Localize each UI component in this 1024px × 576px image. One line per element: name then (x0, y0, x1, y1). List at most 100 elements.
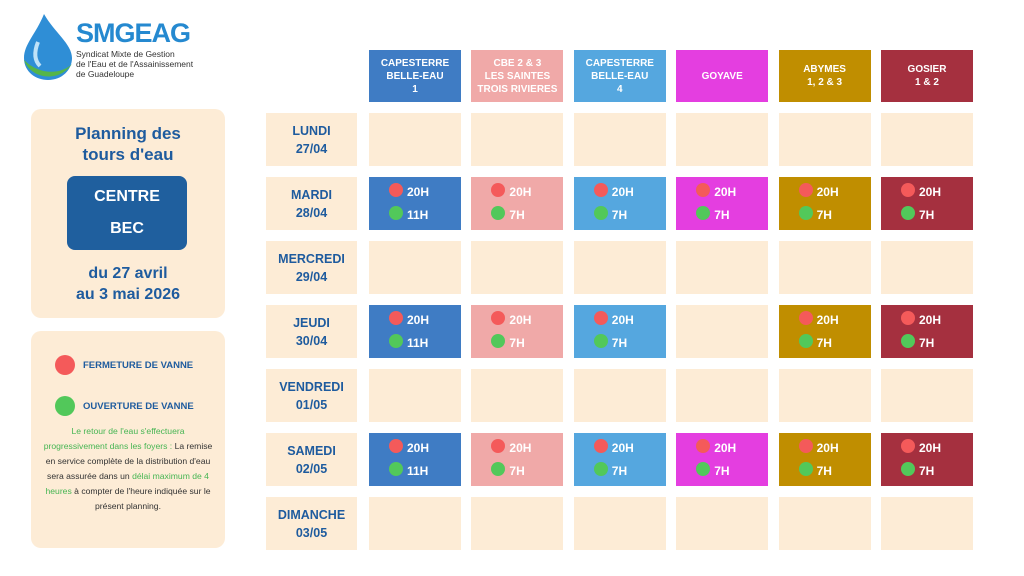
logo-drop (24, 14, 72, 80)
schedule-cell (676, 305, 769, 358)
schedule-cell (778, 497, 871, 550)
zone-badge: CENTRE BEC (67, 176, 187, 250)
day-cell: VENDREDI 01/05 (266, 369, 357, 422)
column-header: CBE 2 & 3 LES SAINTES TROIS RIVIERES (471, 50, 564, 102)
header-line: GOYAVE (701, 70, 743, 82)
open-time: 7H (509, 208, 525, 222)
close-time: 20H (509, 185, 532, 199)
info-panel: Planning des tours d'eau CENTRE BEC du 2… (31, 109, 225, 318)
close-time: 20H (714, 441, 737, 455)
open-icon (55, 396, 75, 416)
open-time: 7H (919, 336, 935, 350)
schedule-cell: 20H 7H (471, 305, 564, 358)
schedule-cell (573, 497, 666, 550)
close-icon (593, 183, 608, 197)
day-name: MERCREDI (278, 251, 345, 266)
column-header: CAPESTERRE BELLE-EAU 1 (369, 50, 461, 102)
close-time: 20H (407, 185, 430, 199)
close-icon (593, 311, 608, 325)
header-line: CBE 2 & 3 (493, 57, 542, 69)
close-time: 20H (407, 313, 430, 327)
open-icon (901, 334, 915, 348)
schedule-cell: 20H 11H (369, 305, 461, 358)
schedule-cell (676, 497, 769, 550)
header-line: ABYMES (803, 64, 846, 75)
close-icon (491, 439, 506, 453)
period-line: au 3 mai 2026 (75, 286, 181, 303)
open-icon (798, 462, 813, 476)
note-highlight: délai maximum de 4 heures (45, 471, 209, 496)
schedule-cell (881, 113, 973, 166)
close-icon (696, 439, 711, 453)
schedule-cell (369, 241, 461, 294)
day-date: 28/04 (295, 205, 328, 220)
open-icon (491, 206, 506, 220)
schedule-cell (676, 369, 769, 422)
open-icon (491, 462, 506, 476)
legend-panel: FERMETURE DE VANNE OUVERTURE DE VANNE Le… (31, 331, 225, 548)
note-body: La remise en service complète de la dist… (45, 441, 213, 481)
open-icon (696, 462, 711, 476)
legend-open: OUVERTURE DE VANNE (83, 401, 194, 412)
close-icon (389, 311, 403, 325)
close-time: 20H (816, 313, 839, 327)
open-icon (593, 334, 608, 348)
header-line: 1, 2 & 3 (807, 77, 843, 88)
close-time: 20H (407, 441, 430, 455)
logo-line: Syndicat Mixte de Gestion (76, 49, 175, 59)
schedule-cell (881, 241, 973, 294)
column-header: CAPESTERRE BELLE-EAU 4 (573, 50, 666, 102)
day-cell: MERCREDI 29/04 (266, 241, 357, 294)
schedule-cell (369, 497, 461, 550)
open-icon (389, 334, 403, 348)
header-line: 1 & 2 (915, 77, 939, 88)
open-time: 11H (407, 336, 429, 350)
logo-name: SMGEAG (76, 18, 191, 48)
day-date: 27/04 (295, 141, 328, 156)
schedule-cell (881, 369, 973, 422)
day-name: VENDREDI (279, 379, 344, 394)
close-time: 20H (714, 185, 737, 199)
header-line: CAPESTERRE (585, 57, 654, 69)
open-time: 7H (611, 336, 628, 350)
open-icon (901, 206, 915, 220)
schedule-cell (778, 113, 871, 166)
open-icon (389, 462, 403, 476)
close-icon (798, 439, 813, 453)
schedule-cell: 20H 7H (881, 305, 973, 358)
open-icon (593, 206, 608, 220)
schedule-cell: 20H 7H (778, 305, 871, 358)
open-time: 7H (919, 464, 935, 478)
schedule-cell (676, 241, 769, 294)
day-date: 01/05 (295, 397, 328, 412)
schedule-cell: 20H 11H (369, 433, 461, 486)
note-intro: Le retour de l'eau s'effectuera progress… (43, 426, 185, 451)
open-time: 11H (407, 208, 429, 222)
schedule-cell (573, 369, 666, 422)
close-time: 20H (509, 441, 532, 455)
day-cell: JEUDI 30/04 (266, 305, 357, 358)
note: Le retour de l'eau s'effectuera progress… (39, 424, 217, 514)
day-cell: SAMEDI 02/05 (266, 433, 357, 486)
schedule-cell: 20H 7H (778, 433, 871, 486)
schedule-cell (471, 497, 564, 550)
open-time: 7H (611, 464, 628, 478)
schedule-cell (369, 113, 461, 166)
schedule-cell: 20H 7H (573, 177, 666, 230)
close-icon (389, 439, 403, 453)
header-line: GOSIER (907, 64, 947, 75)
period: du 27 avril au 3 mai 2026 (31, 263, 225, 305)
close-time: 20H (509, 313, 532, 327)
open-time: 7H (611, 208, 628, 222)
open-time: 7H (714, 464, 730, 478)
schedule-cell (471, 241, 564, 294)
panel-title: Planning des tours d'eau (31, 123, 225, 165)
close-time: 20H (816, 441, 839, 455)
title-line: tours d'eau (82, 145, 174, 164)
close-icon (389, 183, 403, 197)
header-line: 1 (412, 83, 418, 95)
open-time: 11H (407, 464, 429, 478)
close-time: 20H (611, 313, 634, 327)
close-time: 20H (919, 185, 942, 199)
schedule-cell: 20H 7H (471, 433, 564, 486)
